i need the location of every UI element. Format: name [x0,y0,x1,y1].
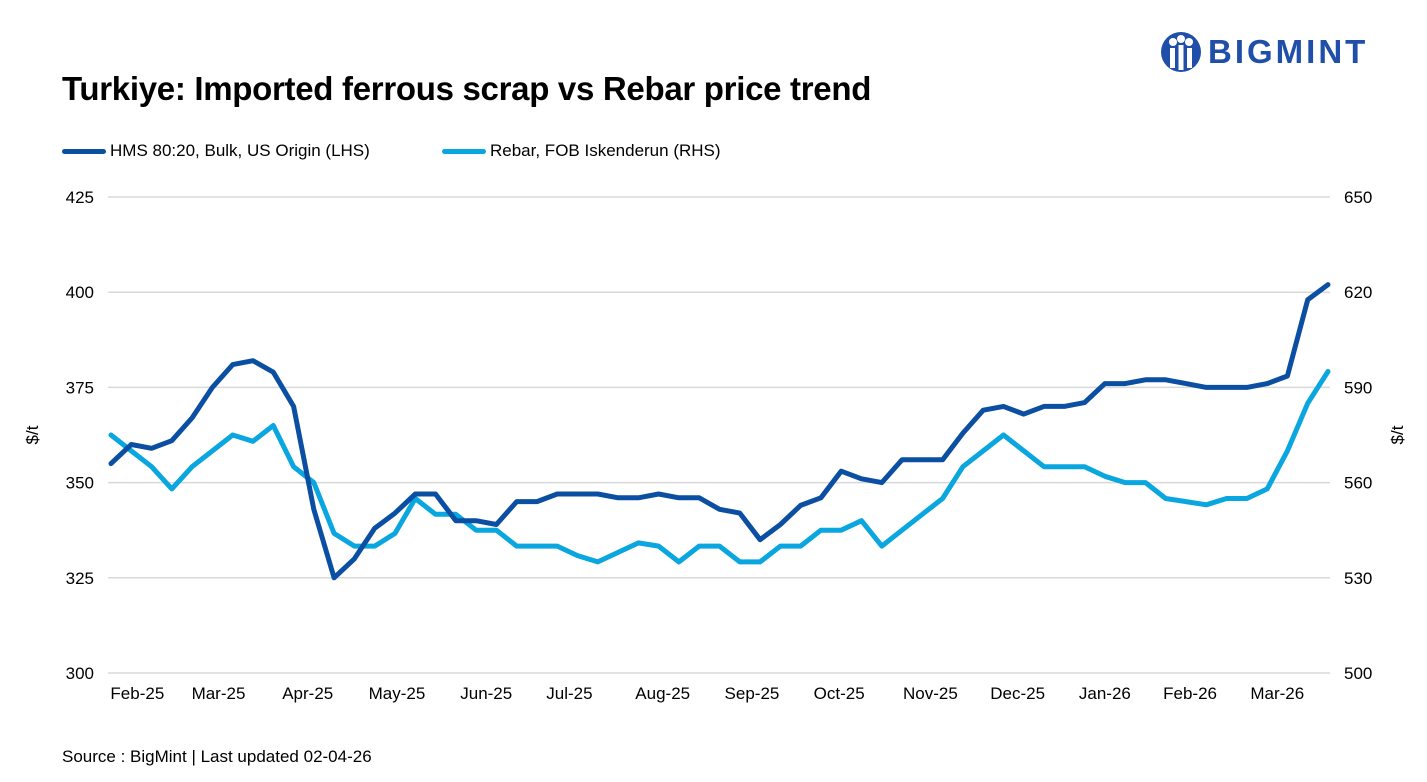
x-tick-label: Apr-25 [282,684,333,703]
x-tick-label: Dec-25 [990,684,1045,703]
legend-label-rebar: Rebar, FOB Iskenderun (RHS) [490,141,721,160]
x-tick-label: Jan-26 [1079,684,1131,703]
y-tick-left: 375 [66,378,94,397]
y-tick-left: 325 [66,569,94,588]
x-tick-label: Sep-25 [725,684,780,703]
x-tick-label: May-25 [369,684,426,703]
x-tick-label: Jun-25 [460,684,512,703]
y-tick-left: 425 [66,188,94,207]
x-tick-label: Mar-25 [192,684,246,703]
source-note: Source : BigMint | Last updated 02-04-26 [62,747,372,766]
legend-label-hms: HMS 80:20, Bulk, US Origin (LHS) [110,141,370,160]
x-tick-label: Mar-26 [1250,684,1304,703]
series-line-hms [108,282,1331,581]
logo-mark-icon [1161,32,1201,72]
x-tick-label: Nov-25 [903,684,958,703]
y-axis-label-right: $/t [1388,425,1407,444]
y-axis-label-left: $/t [23,425,42,444]
y-tick-right: 500 [1344,664,1372,683]
y-tick-right: 620 [1344,283,1372,302]
legend-swatch-hms [62,148,106,154]
legend-item-hms: HMS 80:20, Bulk, US Origin (LHS) [62,141,370,161]
y-tick-right: 650 [1344,188,1372,207]
x-tick-label: Aug-25 [635,684,690,703]
x-tick-label: Feb-25 [110,684,164,703]
y-tick-left: 400 [66,283,94,302]
y-tick-left: 300 [66,664,94,683]
legend-swatch-rebar [442,148,486,154]
y-tick-left: 350 [66,474,94,493]
x-tick-label: Feb-26 [1163,684,1217,703]
y-tick-right: 590 [1344,378,1372,397]
y-tick-right: 560 [1344,474,1372,493]
x-tick-label: Oct-25 [814,684,865,703]
legend-item-rebar: Rebar, FOB Iskenderun (RHS) [442,141,721,161]
chart-title: Turkiye: Imported ferrous scrap vs Rebar… [62,70,872,107]
logo-text: BIGMINT [1208,33,1369,70]
y-tick-right: 530 [1344,569,1372,588]
bigmint-logo: BIGMINT [1160,28,1368,76]
x-tick-label: Jul-25 [546,684,592,703]
